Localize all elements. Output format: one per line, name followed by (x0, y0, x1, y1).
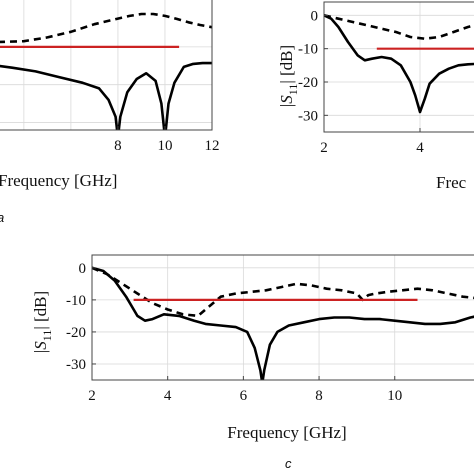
y-tick-label: -30 (298, 108, 318, 124)
panel-a-xlabel: Frequency [GHz] (0, 171, 117, 190)
solid-series-line (0, 61, 212, 130)
x-tick-label: 12 (205, 138, 220, 154)
panel-a-chart: 8 10 12 Frequency [GHz] (0, 0, 220, 190)
x-tick-label: 10 (157, 138, 172, 154)
y-tick-label: -20 (298, 75, 318, 91)
x-tick-label: 2 (88, 388, 96, 404)
x-tick-label: 6 (240, 388, 248, 404)
y-tick-label: 0 (79, 261, 87, 277)
panel-c-chart: 2 4 6 8 10 0 -10 -20 -30 Frequency [GHz] |S11| [… (31, 254, 474, 442)
panel-a-series (0, 12, 212, 130)
x-tick-label: 10 (387, 388, 402, 404)
panel-b-series (324, 14, 474, 114)
y-tick-label: -20 (66, 325, 86, 341)
dashed-series-line (0, 12, 212, 44)
panel-c-series (92, 266, 474, 380)
y-tick-label: -10 (298, 42, 318, 58)
panel-c-letter: c (285, 456, 292, 471)
solid-series-line (92, 266, 474, 380)
y-tick-label: -10 (66, 293, 86, 309)
panel-b-chart: 2 4 0 -10 -20 -30 Frec |S11| [dB] (277, 1, 474, 192)
panel-c-xlabel: Frequency [GHz] (227, 423, 346, 442)
panel-b-ylabel: |S11| [dB] (277, 45, 300, 107)
panel-b-frame (323, 1, 474, 133)
x-tick-label: 4 (416, 140, 424, 156)
y-tick-label: 0 (311, 8, 319, 24)
dashed-series-line (324, 14, 474, 40)
x-tick-label: 2 (320, 140, 328, 156)
y-tick-label: -30 (66, 357, 86, 373)
panel-a-frame (0, 0, 213, 131)
panel-a-letter: a (0, 210, 4, 225)
x-tick-label: 8 (315, 388, 323, 404)
x-tick-label: 4 (164, 388, 172, 404)
panel-b-ticks: 2 4 0 -10 -20 -30 (298, 8, 424, 156)
panel-c-frame (91, 254, 474, 381)
panel-c-ticks: 2 4 6 8 10 0 -10 -20 -30 (66, 261, 402, 404)
solid-series-line (324, 14, 474, 114)
dashed-series-line (92, 266, 474, 318)
panel-a-ticks: 8 10 12 (114, 126, 220, 154)
x-tick-label: 8 (114, 138, 122, 154)
panel-c-grid (91, 255, 474, 380)
panel-c-ylabel: |S11| [dB] (31, 291, 54, 353)
panel-b-xlabel: Frec (436, 173, 467, 192)
